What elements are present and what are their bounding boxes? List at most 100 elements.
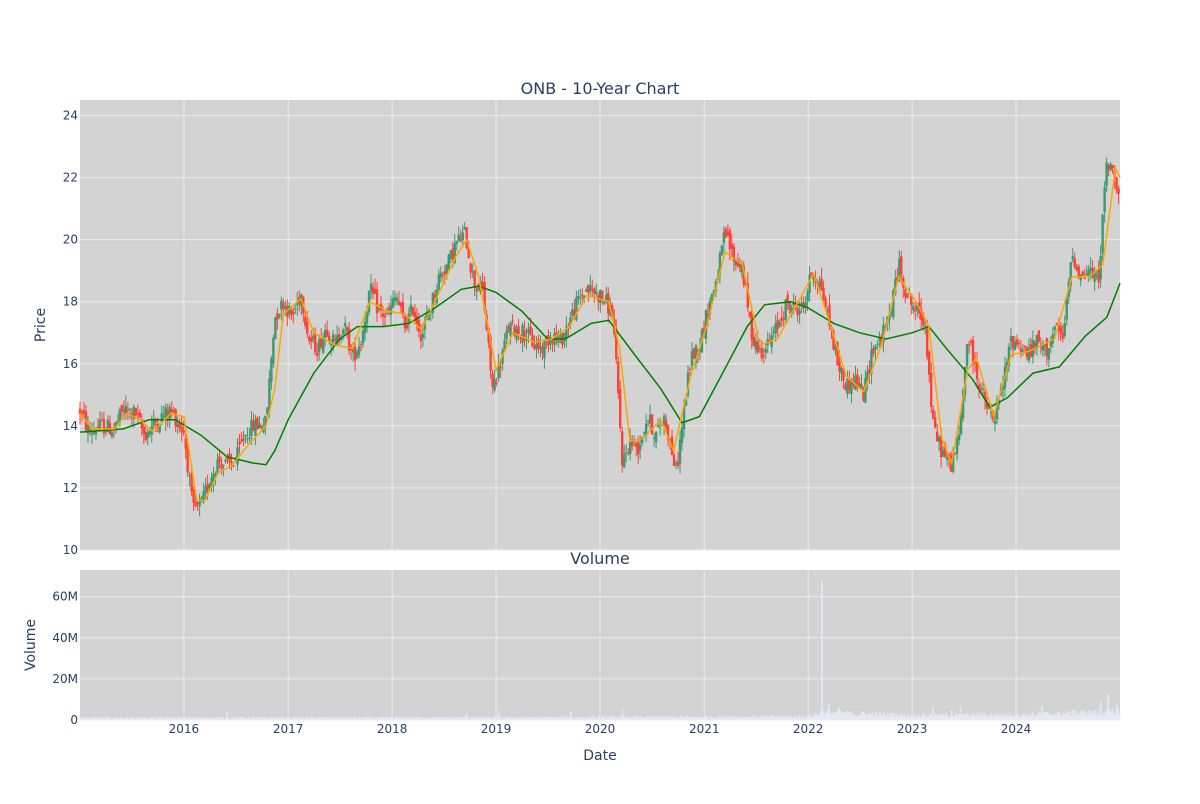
candle-up bbox=[284, 306, 287, 309]
candle-up bbox=[1093, 271, 1096, 282]
volume-bar bbox=[732, 716, 734, 720]
volume-bar bbox=[790, 715, 792, 720]
volume-bar bbox=[611, 716, 613, 720]
volume-bar bbox=[556, 716, 558, 720]
volume-bar bbox=[677, 717, 679, 720]
candle-up bbox=[784, 299, 787, 321]
candle-down bbox=[345, 327, 349, 332]
volume-bar bbox=[604, 718, 607, 720]
volume-bar bbox=[915, 716, 917, 720]
volume-bar bbox=[967, 712, 969, 720]
volume-bar bbox=[232, 717, 234, 720]
candle-down bbox=[666, 425, 670, 440]
volume-bar bbox=[1011, 716, 1013, 720]
volume-bar bbox=[682, 717, 684, 720]
volume-bar bbox=[440, 716, 442, 720]
volume-bar bbox=[732, 716, 735, 720]
volume-bar bbox=[1045, 711, 1047, 720]
volume-bar bbox=[892, 715, 894, 720]
candle-down bbox=[880, 336, 883, 346]
candle-up bbox=[623, 454, 626, 468]
volume-bar bbox=[789, 716, 791, 720]
volume-bar bbox=[669, 717, 671, 720]
volume-bar bbox=[538, 716, 540, 720]
volume-bar bbox=[772, 715, 774, 720]
volume-bar bbox=[1008, 712, 1011, 720]
volume-bar bbox=[259, 717, 261, 720]
volume-bar bbox=[833, 714, 835, 720]
volume-bar bbox=[1052, 715, 1054, 720]
volume-bar bbox=[888, 713, 890, 720]
volume-bar bbox=[594, 716, 596, 720]
candle-down bbox=[411, 307, 415, 316]
volume-bar bbox=[128, 718, 130, 720]
volume-bar bbox=[409, 717, 411, 720]
volume-bar bbox=[240, 716, 242, 720]
volume-bar bbox=[661, 717, 663, 720]
volume-bar bbox=[234, 718, 236, 720]
volume-bar bbox=[695, 715, 697, 720]
volume-bar bbox=[668, 717, 671, 720]
volume-bar bbox=[597, 716, 600, 720]
candle-up bbox=[248, 437, 251, 439]
volume-bar bbox=[286, 717, 288, 720]
volume-bar bbox=[895, 714, 897, 720]
volume-bar bbox=[270, 716, 272, 720]
volume-bar bbox=[1057, 711, 1059, 720]
volume-bar bbox=[266, 717, 268, 720]
volume-bar bbox=[170, 717, 173, 720]
candle-up bbox=[1069, 262, 1072, 286]
candle-down bbox=[1091, 268, 1094, 278]
candle-up bbox=[94, 431, 98, 435]
candle-up bbox=[951, 453, 955, 472]
volume-bar bbox=[531, 716, 533, 720]
volume-bar bbox=[609, 718, 611, 720]
volume-bar bbox=[443, 717, 445, 720]
volume-bar bbox=[1007, 716, 1009, 720]
candle-down bbox=[922, 314, 925, 326]
volume-bar bbox=[1078, 713, 1080, 720]
volume-bar bbox=[814, 713, 817, 720]
volume-bar bbox=[880, 713, 882, 720]
volume-bar bbox=[859, 715, 861, 720]
volume-bar bbox=[1043, 711, 1046, 720]
volume-bar bbox=[648, 716, 650, 720]
volume-bar bbox=[525, 717, 527, 720]
price-y-tick-label: 16 bbox=[63, 357, 78, 371]
volume-bar bbox=[211, 718, 214, 720]
candle-down bbox=[728, 230, 732, 250]
volume-bar bbox=[762, 716, 764, 720]
volume-bar bbox=[427, 717, 430, 720]
candle-down bbox=[868, 369, 871, 374]
candle-up bbox=[585, 289, 588, 292]
volume-bar bbox=[653, 717, 655, 720]
volume-bar bbox=[447, 718, 449, 720]
candle-down bbox=[519, 337, 522, 339]
volume-bar bbox=[982, 712, 984, 720]
candle-up bbox=[210, 477, 213, 487]
volume-bar bbox=[658, 716, 660, 720]
volume-bar bbox=[774, 716, 777, 720]
volume-bar bbox=[955, 713, 958, 720]
volume-bar bbox=[1053, 716, 1055, 720]
candle-up bbox=[527, 329, 530, 334]
volume-bar bbox=[608, 716, 610, 720]
candle-up bbox=[343, 323, 347, 327]
volume-bar bbox=[446, 717, 448, 720]
volume-bar bbox=[643, 717, 645, 720]
volume-bar bbox=[615, 717, 617, 720]
volume-bar bbox=[589, 718, 591, 720]
volume-bar bbox=[318, 717, 320, 720]
volume-bar bbox=[581, 717, 583, 720]
volume-bar bbox=[485, 716, 487, 720]
volume-bar bbox=[768, 717, 771, 720]
volume-bar bbox=[521, 717, 523, 720]
volume-bar bbox=[91, 718, 93, 720]
price-y-tick-label: 22 bbox=[63, 171, 78, 185]
candle-up bbox=[712, 290, 716, 295]
candle-up bbox=[457, 234, 460, 241]
volume-bar bbox=[877, 715, 879, 720]
volume-bar bbox=[1075, 712, 1077, 720]
volume-bar bbox=[744, 718, 747, 720]
volume-bar bbox=[586, 717, 589, 720]
